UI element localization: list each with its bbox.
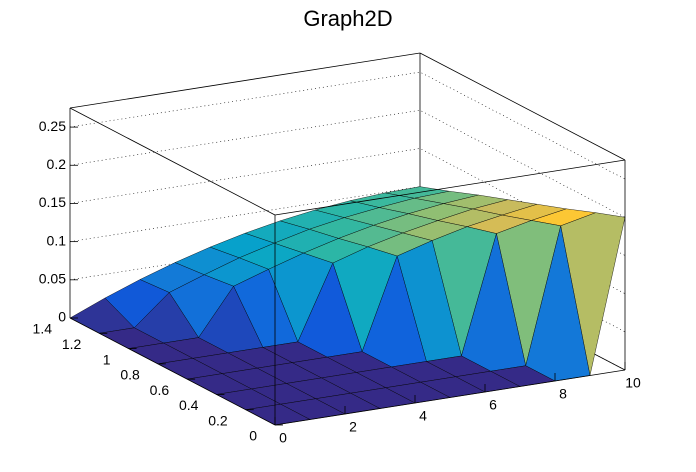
x-tick-label: 10 (625, 375, 641, 391)
grid-line (69, 109, 626, 218)
box-edge (69, 52, 421, 109)
box-edge (419, 52, 626, 161)
z-tick-label: 0.25 (39, 118, 66, 134)
x-tick-label: 4 (419, 408, 427, 424)
chart-title: Graph2D (303, 6, 392, 31)
x-tick-label: 0 (279, 430, 287, 446)
x-tick-label: 2 (349, 419, 357, 435)
box-edge (69, 107, 276, 216)
z-tick-label: 0.1 (47, 232, 67, 248)
z-tick-label: 0.2 (47, 156, 67, 172)
box-edge (274, 159, 626, 216)
y-tick-label: 0 (249, 428, 257, 444)
axis-line (69, 317, 276, 426)
y-tick-label: 1 (103, 351, 111, 367)
y-tick-label: 0.8 (120, 367, 140, 383)
y-tick-label: 0.6 (150, 382, 170, 398)
grid-line (69, 71, 626, 180)
y-tick-label: 1.4 (33, 321, 53, 337)
axis-line (274, 369, 626, 426)
x-tick-label: 8 (559, 386, 567, 402)
y-tick-label: 0.4 (179, 397, 199, 413)
z-tick-label: 0 (58, 309, 66, 325)
y-tick-label: 1.2 (62, 336, 82, 352)
y-tick-label: 0.2 (208, 412, 228, 428)
z-tick-label: 0.05 (39, 271, 66, 287)
z-tick-label: 0.15 (39, 194, 66, 210)
x-tick-label: 6 (489, 397, 497, 413)
